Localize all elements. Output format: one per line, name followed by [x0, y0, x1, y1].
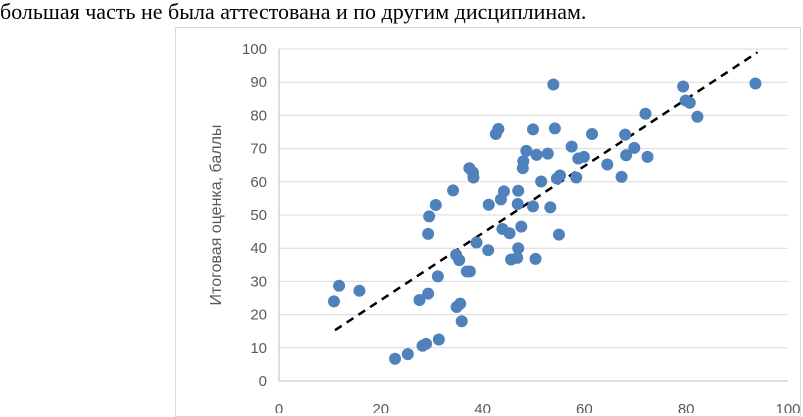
data-point [565, 140, 578, 153]
tick-labels: 0 10 20 30 40 50 60 70 80 90 100 0 20 40 60 80 100 [242, 41, 801, 413]
data-point [526, 200, 539, 213]
data-point [432, 333, 445, 346]
data-point [570, 171, 583, 184]
data-point [577, 150, 590, 163]
x-tick-label: 0 [275, 401, 283, 413]
data-point [492, 123, 505, 136]
data-point [453, 254, 466, 267]
data-point [691, 110, 704, 123]
data-point [520, 144, 533, 157]
trendline-layer [334, 51, 759, 332]
x-tick-label: 40 [474, 401, 491, 413]
y-tick-label: 90 [250, 74, 267, 91]
data-point [553, 169, 566, 182]
data-point [423, 210, 436, 223]
x-tick-label: 20 [372, 401, 389, 413]
data-point [529, 252, 542, 265]
data-point [503, 227, 516, 240]
data-point [482, 244, 495, 257]
y-tick-label: 60 [250, 174, 267, 191]
data-point [497, 185, 510, 198]
y-tick-label: 30 [250, 273, 267, 290]
data-point [455, 315, 468, 328]
data-point [586, 127, 599, 140]
data-point [615, 170, 628, 183]
data-point [511, 198, 524, 211]
data-point [641, 150, 654, 163]
data-point [535, 175, 548, 188]
caption-text: большая часть не была аттестована и по д… [0, 0, 587, 24]
data-point [749, 77, 762, 90]
y-tick-label: 40 [250, 240, 267, 257]
x-tick-label: 60 [576, 401, 593, 413]
x-tick-label: 80 [678, 401, 695, 413]
data-point [552, 228, 565, 241]
data-point [463, 265, 476, 278]
data-point [401, 348, 414, 361]
data-point [512, 184, 525, 197]
data-point [470, 236, 483, 249]
data-point [601, 158, 614, 171]
data-point [353, 284, 366, 297]
data-point [333, 279, 346, 292]
data-point [619, 128, 632, 141]
y-tick-label: 70 [250, 141, 267, 158]
data-point [683, 96, 696, 109]
y-tick-label: 0 [259, 373, 267, 390]
data-point [467, 171, 480, 184]
data-point [454, 297, 467, 310]
data-point [526, 123, 539, 136]
data-point [389, 352, 402, 365]
data-point [541, 147, 554, 160]
y-tick-label: 10 [250, 340, 267, 357]
y-axis-title: Итоговая оценка, баллы [208, 125, 225, 306]
data-point [628, 141, 641, 154]
data-point [547, 78, 560, 91]
data-point [548, 122, 561, 135]
data-point [482, 198, 495, 211]
y-tick-label: 20 [250, 307, 267, 324]
data-point [327, 295, 340, 308]
data-point [515, 220, 528, 233]
data-point [512, 242, 525, 255]
data-point [413, 293, 426, 306]
data-point [447, 184, 460, 197]
data-point [620, 149, 633, 162]
data-point [422, 287, 435, 300]
data-point [677, 80, 690, 93]
x-tick-label: 100 [775, 401, 800, 413]
data-point [429, 199, 442, 212]
y-tick-label: 100 [242, 41, 267, 58]
data-point [511, 251, 524, 264]
data-point [544, 201, 557, 214]
data-point [639, 107, 652, 120]
data-point [517, 155, 530, 168]
data-point [431, 270, 444, 283]
y-tick-label: 80 [250, 107, 267, 124]
trendline [334, 51, 759, 332]
y-tick-label: 50 [250, 207, 267, 224]
data-point [422, 227, 435, 240]
data-point [530, 148, 543, 161]
data-point [420, 337, 433, 350]
axes [278, 49, 788, 382]
data-points [327, 77, 762, 365]
